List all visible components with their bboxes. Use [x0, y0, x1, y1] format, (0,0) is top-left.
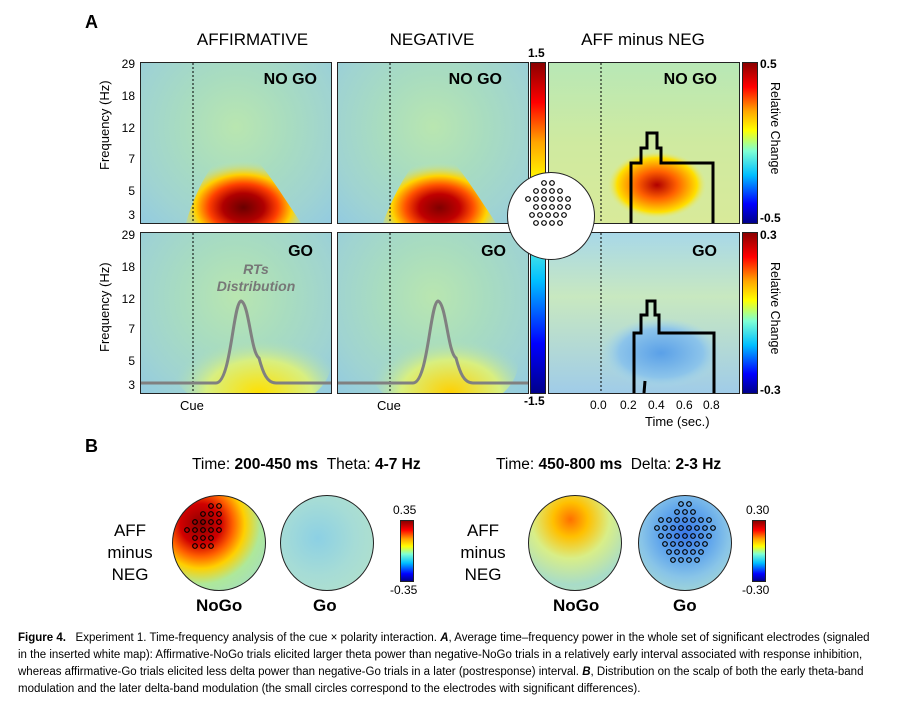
x-axis-label: Time (sec.): [645, 414, 710, 429]
cond-label-nogo-right: NoGo: [553, 596, 600, 615]
scalp-map-delta-nogo: [528, 495, 622, 591]
row-label-aff-minus-neg-left: AFF minus NEG: [107, 521, 153, 584]
y-tick: 18: [121, 260, 135, 274]
colorbar-main-min: -1.5: [524, 394, 545, 408]
caption-text-2: , Average time–frequency power in the wh…: [18, 632, 870, 678]
colorbar-theta-max: 0.35: [393, 503, 417, 517]
colorbar-delta-min: -0.30: [742, 583, 770, 597]
colorbar-delta: [752, 520, 766, 582]
row-label-go: GO: [692, 243, 717, 260]
cue-label: Cue: [180, 398, 204, 413]
x-tick: 0.2: [620, 398, 637, 412]
scalp-map-delta-go: [638, 495, 732, 591]
caption-fig: Figure 4.: [18, 632, 66, 644]
colorbar-diff-go-label: Relative Change: [768, 262, 782, 355]
y-tick: 18: [121, 89, 135, 103]
x-tick: 0.6: [676, 398, 693, 412]
scalp-map-theta-go: [280, 495, 374, 591]
x-tick: 0.8: [703, 398, 720, 412]
rt-label-line2: Distribution: [216, 278, 296, 294]
y-tick: 29: [121, 228, 135, 242]
panel-a-letter: A: [85, 12, 98, 32]
y-tick: 7: [128, 152, 135, 166]
y-tick: 12: [121, 292, 135, 306]
tf-map-diff-go: GO: [548, 232, 740, 394]
caption-a: A: [440, 632, 449, 644]
row-label-nogo: NO GO: [663, 71, 717, 88]
col-title-aff-minus-neg: AFF minus NEG: [581, 30, 705, 49]
x-tick: 0.0: [590, 398, 607, 412]
colorbar-delta-max: 0.30: [746, 503, 770, 517]
panel-b-right-header: Time: 450-800 ms Delta: 2-3 Hz: [496, 456, 722, 473]
colorbar-diff-nogo-min: -0.5: [760, 211, 781, 225]
col-title-negative: NEGATIVE: [389, 30, 475, 49]
cue-label: Cue: [377, 398, 401, 413]
x-tick: 0.4: [648, 398, 665, 412]
col-title-affirmative: AFFIRMATIVE: [196, 30, 309, 49]
colorbar-diff-go: [742, 232, 758, 394]
panel-b-letter: B: [85, 436, 98, 456]
cond-label-go-right: Go: [673, 596, 697, 615]
rt-label-line1: RTs: [243, 261, 269, 277]
panel-b-left-header: Time: 200-450 ms Theta: 4-7 Hz: [192, 456, 421, 473]
y-tick: 29: [121, 57, 135, 71]
cond-label-nogo-left: NoGo: [196, 596, 243, 615]
row-label-nogo: NO GO: [263, 71, 317, 88]
figure-caption: Figure 4. Experiment 1. Time-frequency a…: [18, 630, 878, 698]
row-label-aff-minus-neg-right: AFF minus NEG: [460, 521, 506, 584]
y-tick: 5: [128, 184, 135, 198]
scalp-map-theta-nogo: [172, 495, 266, 591]
row-label-go: GO: [481, 243, 506, 260]
tf-map-affirmative-go: GO RTs Distribution: [140, 232, 332, 394]
row-label-go: GO: [288, 243, 313, 260]
cond-label-go-left: Go: [313, 596, 337, 615]
caption-text-1: Experiment 1. Time-frequency analysis of…: [75, 632, 441, 644]
colorbar-main-max: 1.5: [528, 46, 545, 60]
y-axis-label-bottom: Frequency (Hz): [97, 262, 112, 352]
y-tick: 3: [128, 378, 135, 392]
inset-electrode-map: [507, 172, 595, 260]
tf-map-negative-nogo: NO GO: [337, 62, 529, 224]
colorbar-diff-go-min: -0.3: [760, 383, 781, 397]
y-tick: 7: [128, 322, 135, 336]
tf-map-affirmative-nogo: NO GO: [140, 62, 332, 224]
colorbar-diff-nogo-label: Relative Change: [768, 82, 782, 175]
row-label-nogo: NO GO: [448, 71, 502, 88]
caption-b: B: [582, 666, 591, 678]
tf-map-negative-go: GO: [337, 232, 529, 394]
caption-text-3: , Distribution on the scalp of both the …: [18, 666, 864, 695]
colorbar-theta: [400, 520, 414, 582]
colorbar-diff-nogo-max: 0.5: [760, 57, 777, 71]
y-tick: 12: [121, 121, 135, 135]
y-tick: 5: [128, 354, 135, 368]
colorbar-diff-nogo: [742, 62, 758, 224]
colorbar-diff-go-max: 0.3: [760, 228, 777, 242]
colorbar-theta-min: -0.35: [390, 583, 418, 597]
y-tick: 3: [128, 208, 135, 222]
